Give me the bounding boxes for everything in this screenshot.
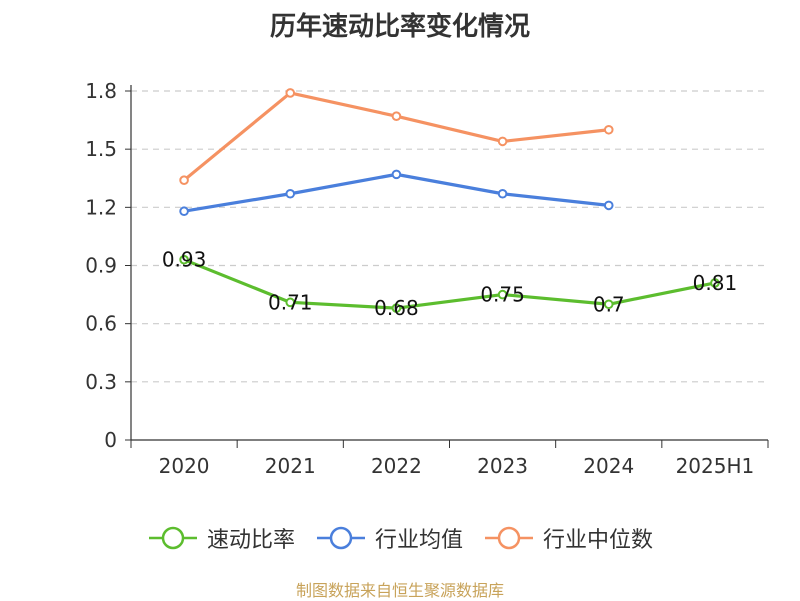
data-label: 0.81 — [693, 271, 738, 295]
x-tick-label: 2023 — [477, 454, 528, 478]
legend: 速动比率 行业均值 行业中位数 — [0, 520, 800, 556]
data-label: 0.71 — [268, 290, 313, 314]
data-point — [710, 278, 720, 288]
legend-marker-icon — [316, 526, 365, 550]
x-tick-label: 2021 — [265, 454, 316, 478]
chart-title: 历年速动比率变化情况 — [269, 12, 530, 42]
series-line — [183, 91, 609, 182]
data-label: 0.7 — [593, 292, 625, 316]
data-point — [497, 289, 508, 300]
legend-marker-icon — [148, 526, 197, 550]
legend-label: 速动比率 — [206, 528, 295, 553]
source-footer: 制图数据来自恒生聚源数据库 — [295, 581, 504, 600]
x-tick-label: 2022 — [371, 454, 422, 478]
y-tick-label: 0.3 — [85, 370, 117, 394]
data-point — [497, 136, 508, 147]
y-tick-label: 0.9 — [85, 254, 117, 278]
data-point — [179, 254, 189, 265]
data-point — [603, 124, 614, 135]
data-point — [179, 206, 189, 217]
y-tick-label: 1.2 — [85, 195, 117, 219]
data-label: 0.68 — [374, 296, 419, 320]
y-tick-label: 1.5 — [85, 137, 117, 161]
y-tick-label: 0 — [104, 428, 117, 452]
x-tick-label: 2020 — [159, 454, 210, 478]
data-point — [603, 299, 614, 310]
data-label: 0.75 — [480, 283, 525, 307]
legend-item[interactable]: 行业均值 — [315, 522, 463, 554]
series-line — [183, 172, 609, 213]
data-point — [285, 188, 296, 199]
legend-item[interactable]: 速动比率 — [147, 522, 295, 554]
series-line — [183, 258, 716, 310]
legend-label: 行业中位数 — [543, 528, 654, 553]
y-tick-label: 1.8 — [85, 79, 117, 103]
data-point — [497, 188, 508, 199]
legend-marker-icon — [485, 526, 533, 550]
data-point — [285, 297, 296, 308]
data-point — [391, 111, 402, 122]
data-point — [391, 303, 402, 313]
data-point — [603, 200, 614, 211]
legend-label: 行业均值 — [374, 528, 463, 553]
data-point — [391, 169, 402, 180]
data-label: 0.93 — [162, 248, 207, 272]
data-point — [179, 175, 189, 185]
x-tick-label: 2024 — [583, 454, 634, 478]
legend-item[interactable]: 行业中位数 — [483, 522, 653, 554]
y-tick-label: 0.6 — [85, 312, 117, 336]
x-tick-label: 2025H1 — [676, 454, 755, 478]
data-point — [285, 88, 296, 98]
